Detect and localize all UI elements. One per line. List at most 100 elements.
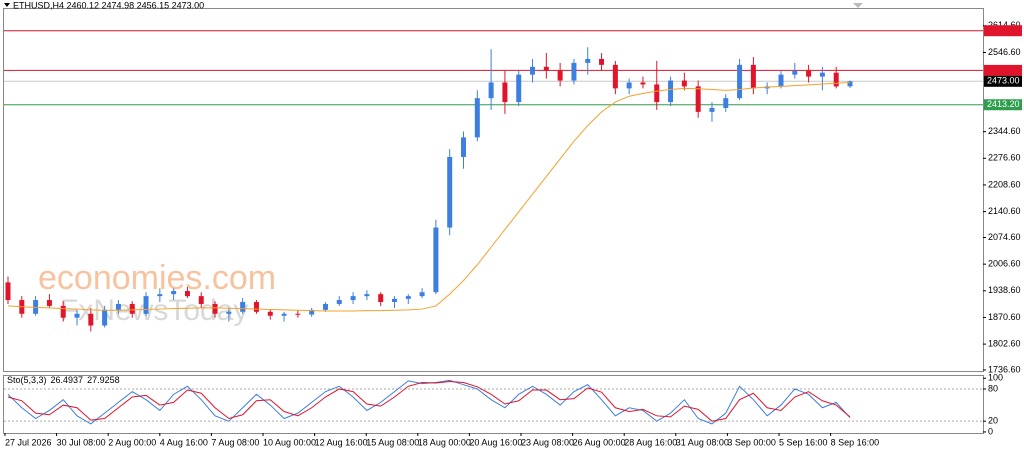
x-tick-label: 26 Aug 00:00 — [573, 437, 626, 447]
candle-body — [405, 296, 411, 299]
y-tick-label: 2208.60 — [988, 179, 1021, 189]
candle-body — [433, 227, 439, 293]
stochastic-header-part: 27.9258 — [87, 375, 120, 385]
y-tick-label: 2074.60 — [988, 232, 1021, 242]
main-panel-frame — [3, 8, 984, 372]
candle-body — [695, 86, 701, 112]
x-tick-label: 18 Aug 00:00 — [418, 437, 471, 447]
candle-body — [612, 64, 618, 89]
x-tick-label: 23 Aug 08:00 — [521, 437, 574, 447]
candle-body — [60, 305, 66, 318]
candle-body — [488, 82, 494, 99]
stochastic-line — [7, 380, 851, 422]
stochastic-plot: Sto(5,3,3) 26.4937 27.9258 — [4, 375, 983, 425]
candle-body — [336, 300, 342, 304]
candle-body — [350, 296, 356, 301]
y-tick-label: 1802.60 — [988, 338, 1021, 348]
candle-body — [46, 300, 52, 306]
candle-body — [309, 309, 315, 315]
y-tick-label: 1736.60 — [988, 364, 1021, 374]
candle-body — [461, 137, 467, 157]
candle-body — [847, 81, 853, 87]
candle-body — [543, 66, 549, 71]
candle-body — [322, 303, 328, 310]
y-tick-label: 1870.60 — [988, 312, 1021, 322]
candle-body — [502, 82, 508, 103]
stochastic-tick-label: 100 — [988, 373, 1003, 383]
candle-body — [88, 313, 94, 326]
level-box — [984, 99, 1022, 111]
candle-body — [102, 309, 108, 326]
last-price-label: 2473.00 — [987, 76, 1020, 86]
x-tick-label: 12 Aug 16:00 — [315, 437, 368, 447]
stochastic-panel-frame — [3, 375, 984, 434]
candle-body — [819, 72, 825, 77]
candle-body — [723, 98, 729, 108]
stochastic-header-part: Sto(5,3,3) — [7, 375, 47, 385]
x-tick-label: 31 Aug 08:00 — [676, 437, 729, 447]
axes: 2614.60 2546.60 2344.60 2276.60 2208.60 2140.… — [4, 20, 1022, 447]
y-tick-label: 2006.60 — [988, 259, 1021, 269]
x-tick-label: 27 Jul 2026 — [5, 437, 52, 447]
y-tick-label: 2276.60 — [988, 153, 1021, 163]
x-tick-label: 2 Aug 00:00 — [108, 437, 156, 447]
chart-title: ETHUSD,H4 2460.12 2474.98 2456.15 2473.0… — [13, 0, 204, 10]
candle-body — [640, 82, 646, 85]
candle-body — [226, 311, 232, 314]
candle-body — [571, 62, 577, 81]
level-box — [984, 25, 1022, 37]
candle-body — [447, 156, 453, 228]
candle-body — [474, 98, 480, 138]
candle-body — [5, 282, 11, 301]
candle-body — [709, 107, 715, 112]
x-tick-label: 5 Sep 16:00 — [779, 437, 828, 447]
candle-body — [240, 302, 246, 312]
stochastic-tick-label: 20 — [988, 416, 998, 426]
candle-body — [184, 291, 190, 297]
candle-body — [74, 313, 80, 318]
y-tick-label: 2546.60 — [988, 47, 1021, 57]
stochastic-header: Sto(5,3,3) 26.4937 27.9258 — [7, 375, 120, 385]
candle-body — [833, 72, 839, 87]
y-tick-label: 2344.60 — [988, 126, 1021, 136]
candle-body — [668, 80, 674, 103]
candle-body — [585, 58, 591, 63]
main-plot — [4, 30, 983, 332]
x-tick-label: 4 Aug 16:00 — [160, 437, 208, 447]
stochastic-line — [7, 379, 851, 425]
watermark: FxNewsToday — [60, 294, 248, 327]
candle-body — [792, 70, 798, 75]
candle-body — [364, 294, 370, 297]
candle-body — [143, 296, 149, 314]
level-label: 2413.20 — [987, 99, 1020, 109]
candle-body — [295, 313, 301, 315]
candle-body — [681, 80, 687, 87]
x-tick-label: 7 Aug 08:00 — [211, 437, 259, 447]
level-box — [984, 64, 1022, 76]
candle-body — [115, 303, 121, 310]
candle-body — [198, 296, 204, 304]
x-tick-label: 10 Aug 00:00 — [263, 437, 316, 447]
x-tick-label: 8 Sep 16:00 — [831, 437, 880, 447]
candle-body — [654, 84, 660, 103]
stochastic-tick-label: 80 — [988, 383, 998, 393]
candle-body — [557, 70, 563, 81]
candle-body — [750, 64, 756, 89]
candle-body — [599, 58, 605, 65]
scroll-marker — [853, 3, 863, 8]
candle-body — [281, 313, 287, 316]
x-tick-label: 3 Sep 00:00 — [727, 437, 776, 447]
candle-body — [737, 64, 743, 99]
candle-body — [33, 300, 39, 314]
candle-body — [626, 82, 632, 89]
y-tick-label: 1938.60 — [988, 285, 1021, 295]
stochastic-tick-label: 0 — [988, 426, 993, 436]
candle-body — [129, 303, 135, 314]
x-tick-label: 30 Jul 08:00 — [57, 437, 106, 447]
candle-body — [212, 303, 218, 314]
y-tick-label: 2614.60 — [988, 20, 1021, 30]
candle-body — [778, 74, 784, 87]
last-price-box — [984, 75, 1022, 87]
